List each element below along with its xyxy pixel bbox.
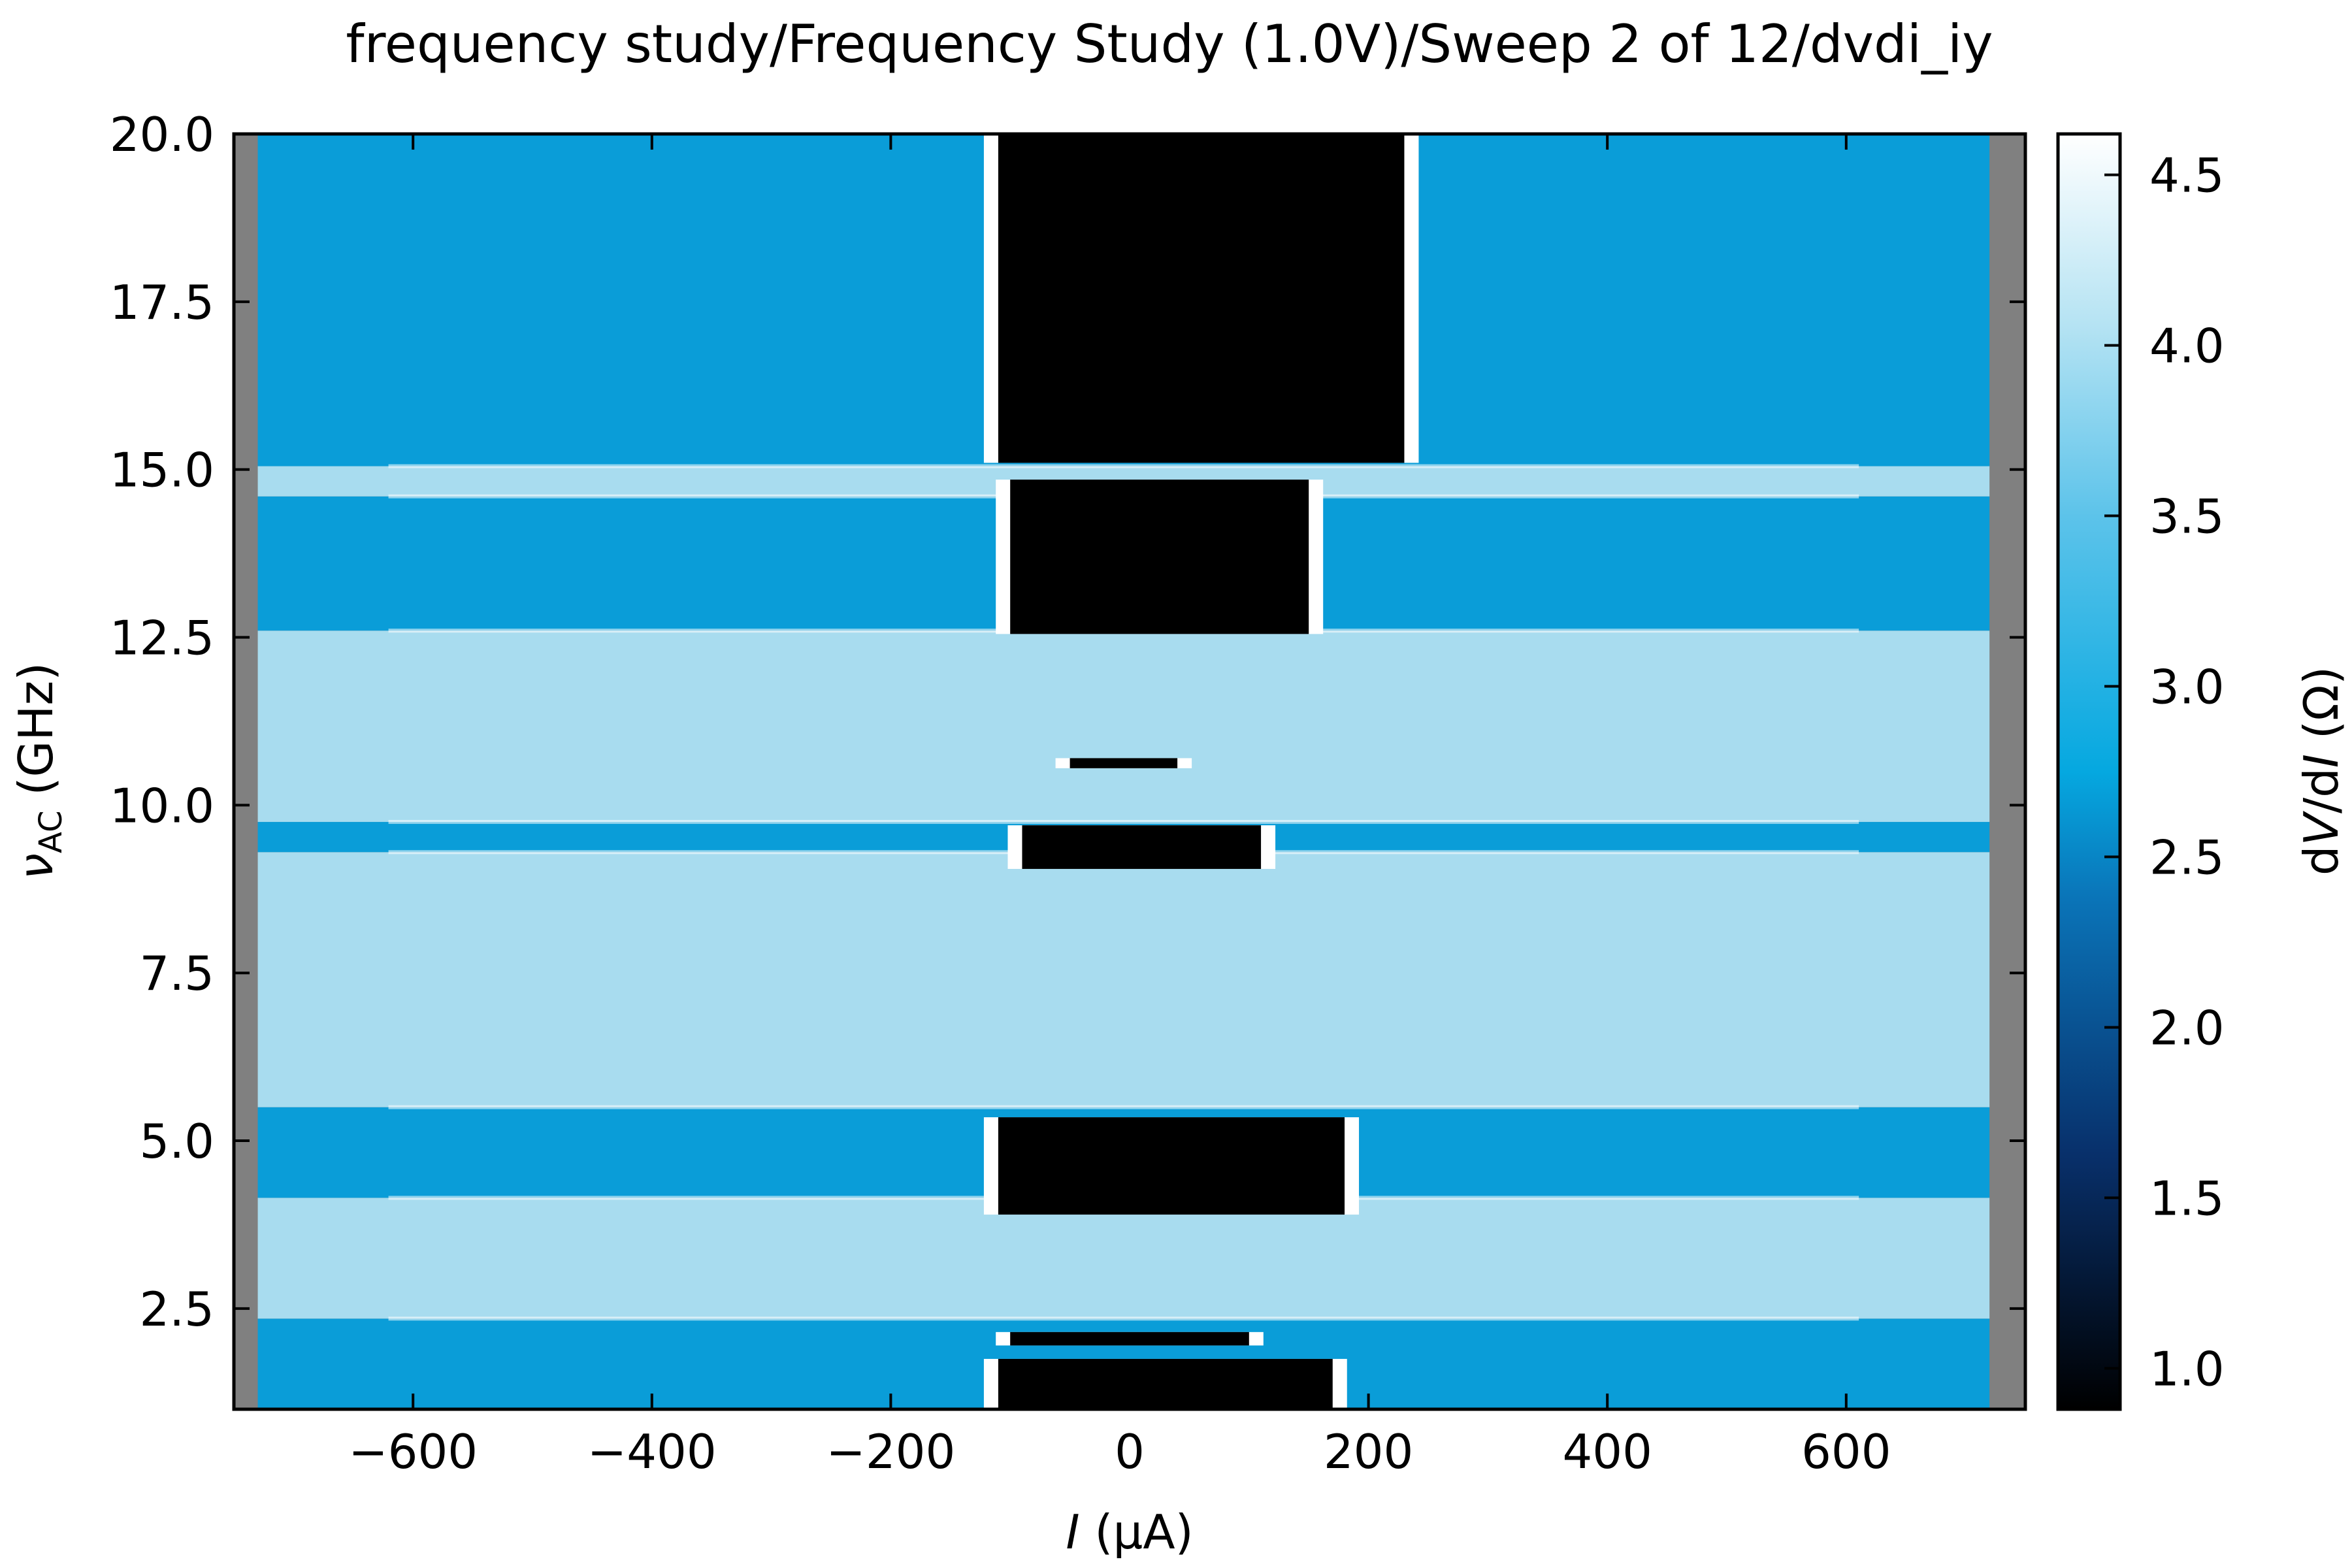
frequency-band-5	[257, 630, 1990, 823]
superconducting-region-3	[1022, 825, 1262, 869]
y-tick-label: 5.0	[139, 1114, 214, 1169]
colorbar-tick-label: 4.5	[2149, 148, 2225, 203]
y-tick-label: 15.0	[110, 443, 214, 498]
colorbar: 1.0 1.5 2.0 2.5 3.0 3.5 4.0 4.5	[2056, 132, 2225, 1411]
y-tick-label: 17.5	[110, 275, 214, 330]
colorbar-tick-label: 4.0	[2149, 319, 2225, 374]
x-tick-label: 0	[1115, 1424, 1145, 1479]
y-tick-label: 10.0	[110, 778, 214, 833]
x-tick-label: 400	[1562, 1424, 1652, 1479]
x-tick-label: −600	[348, 1424, 478, 1479]
x-tick-label: 600	[1801, 1424, 1891, 1479]
x-tick-label: −200	[826, 1424, 956, 1479]
superconducting-region-6	[998, 134, 1405, 463]
superconducting-region-2	[998, 1117, 1345, 1215]
y-tick-label: 20.0	[110, 107, 214, 162]
superconducting-region-1	[1010, 1331, 1249, 1346]
colorbar-tick-label: 2.0	[2149, 1000, 2225, 1055]
x-axis-label: I (μA)	[1066, 1505, 1193, 1560]
colorbar-frame	[2056, 132, 2122, 1411]
y-tick-label: 2.5	[139, 1282, 214, 1337]
colorbar-tick-label: 1.5	[2149, 1171, 2225, 1226]
superconducting-region-4	[1070, 758, 1178, 768]
x-tick-label: −400	[587, 1424, 717, 1479]
colorbar-gradient	[2058, 134, 2120, 1409]
colorbar-tick-label: 1.0	[2149, 1341, 2225, 1396]
colorbar-tick-label: 3.0	[2149, 660, 2225, 715]
y-tick-label: 12.5	[110, 611, 214, 666]
superconducting-region-0	[998, 1358, 1333, 1409]
colorbar-tick-label: 3.5	[2149, 489, 2225, 544]
colorbar-tick-label: 2.5	[2149, 830, 2225, 885]
x-tick-label: 200	[1324, 1424, 1413, 1479]
superconducting-region-5	[1010, 480, 1309, 634]
frequency-band-3	[257, 852, 1990, 1107]
y-tick-label: 7.5	[139, 946, 214, 1001]
y-axis-label: νAC (GHz)	[8, 662, 69, 880]
plot-area: −600 −400 −200 0 200 400 600 2.5 5.0 7.5 10.0 12.5 1…	[110, 107, 2027, 1479]
chart-title: frequency study/Frequency Study (1.0V)/S…	[346, 14, 1993, 74]
frequency-band-1	[257, 1198, 1990, 1319]
band-edge-highlight-3	[388, 1105, 1859, 1109]
colorbar-label: dV/dI (Ω)	[2294, 666, 2349, 875]
band-edge-highlight-1	[388, 1316, 1859, 1321]
band-edge-highlight-8	[388, 464, 1859, 468]
band-edge-highlight-5	[388, 820, 1859, 825]
